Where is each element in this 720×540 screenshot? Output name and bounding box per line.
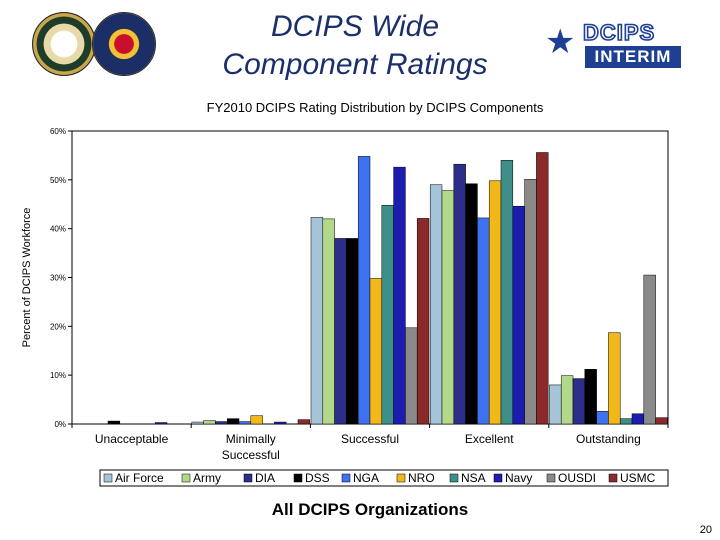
bar <box>226 418 240 425</box>
bar <box>297 419 311 425</box>
logo-badge-text: INTERIM <box>585 46 681 68</box>
y-tick-label: 30% <box>50 274 66 283</box>
bar <box>334 238 347 425</box>
legend-swatch <box>608 473 618 483</box>
bar <box>619 418 633 425</box>
legend <box>99 469 669 487</box>
x-tick-label: Successful <box>341 432 399 446</box>
bar <box>441 190 455 425</box>
bar <box>107 420 121 425</box>
bar <box>655 417 668 425</box>
x-tick-label: Excellent <box>465 432 514 446</box>
legend-swatch <box>103 473 113 483</box>
bar <box>381 204 394 425</box>
y-tick-label: 0% <box>54 420 66 429</box>
y-tick-label: 20% <box>50 322 66 331</box>
bar <box>608 332 621 425</box>
y-tick-label: 50% <box>50 176 66 185</box>
army-seal-icon <box>32 12 96 76</box>
legend-swatch <box>293 473 303 483</box>
legend-label: NGA <box>353 471 379 485</box>
bar <box>631 413 645 425</box>
x-tick-label: Minimally <box>226 432 276 446</box>
bar <box>453 163 466 425</box>
y-tick-label: 40% <box>50 225 66 234</box>
bar <box>154 422 168 425</box>
bar <box>596 411 609 425</box>
star-icon: ★ <box>545 23 576 61</box>
legend-swatch <box>546 473 556 483</box>
x-tick-label: Successful <box>222 448 280 462</box>
legend-swatch <box>243 473 253 483</box>
bar <box>643 274 656 425</box>
legend-label: DIA <box>255 471 275 485</box>
logo-brand-text: DCIPS <box>582 19 656 46</box>
legend-label: DSS <box>305 471 330 485</box>
y-tick-label: 10% <box>50 371 66 380</box>
bar <box>560 375 574 425</box>
bar <box>549 384 562 425</box>
bar <box>477 217 490 425</box>
legend-label: USMC <box>620 471 656 485</box>
bar <box>357 156 371 425</box>
bar <box>274 421 287 425</box>
legend-label: Air Force <box>115 471 164 485</box>
y-tick-label: 60% <box>50 127 66 136</box>
air-force-seal-icon <box>92 12 156 76</box>
chart-title: FY2010 DCIPS Rating Distribution by DCIP… <box>206 100 544 115</box>
bar <box>429 184 443 425</box>
legend-swatch <box>396 473 406 483</box>
bar <box>238 421 252 425</box>
bar <box>191 421 204 425</box>
bar <box>416 218 430 425</box>
legend-swatch <box>181 473 191 483</box>
legend-label: OUSDI <box>558 471 596 485</box>
bar <box>512 205 525 425</box>
bar <box>369 278 383 425</box>
legend-label: Navy <box>505 471 532 485</box>
bar <box>310 217 324 425</box>
bar <box>215 421 228 425</box>
legend-swatch <box>341 473 351 483</box>
bar <box>405 327 418 425</box>
bar <box>250 415 263 425</box>
y-axis-title: Percent of DCIPS Workforce <box>21 208 33 348</box>
legend-label: NRO <box>408 471 435 485</box>
bar <box>203 420 216 425</box>
bar <box>465 183 478 425</box>
legend-label: NSA <box>461 471 486 485</box>
footer-caption: All DCIPS Organizations <box>271 500 469 519</box>
slide-title-line1: DCIPS Wide <box>270 10 440 43</box>
slide-title: DCIPS Wide Component Ratings <box>190 8 520 84</box>
bar <box>346 238 359 425</box>
bar <box>572 378 586 425</box>
dcips-interim-logo: ★ DCIPS INTERIM <box>545 18 685 68</box>
legend-label: Army <box>193 471 221 485</box>
bar <box>584 369 597 425</box>
legend-swatch <box>493 473 503 483</box>
bar <box>322 218 335 425</box>
page-number: 20 <box>699 524 712 536</box>
bar <box>393 166 406 425</box>
x-tick-label: Outstanding <box>576 432 641 446</box>
x-tick-label: Unacceptable <box>95 432 169 446</box>
legend-swatch <box>449 473 459 483</box>
bar <box>488 180 502 425</box>
slide-title-line2: Component Ratings <box>222 48 488 81</box>
bar <box>524 179 537 425</box>
bar <box>536 152 549 425</box>
bar <box>500 160 514 425</box>
